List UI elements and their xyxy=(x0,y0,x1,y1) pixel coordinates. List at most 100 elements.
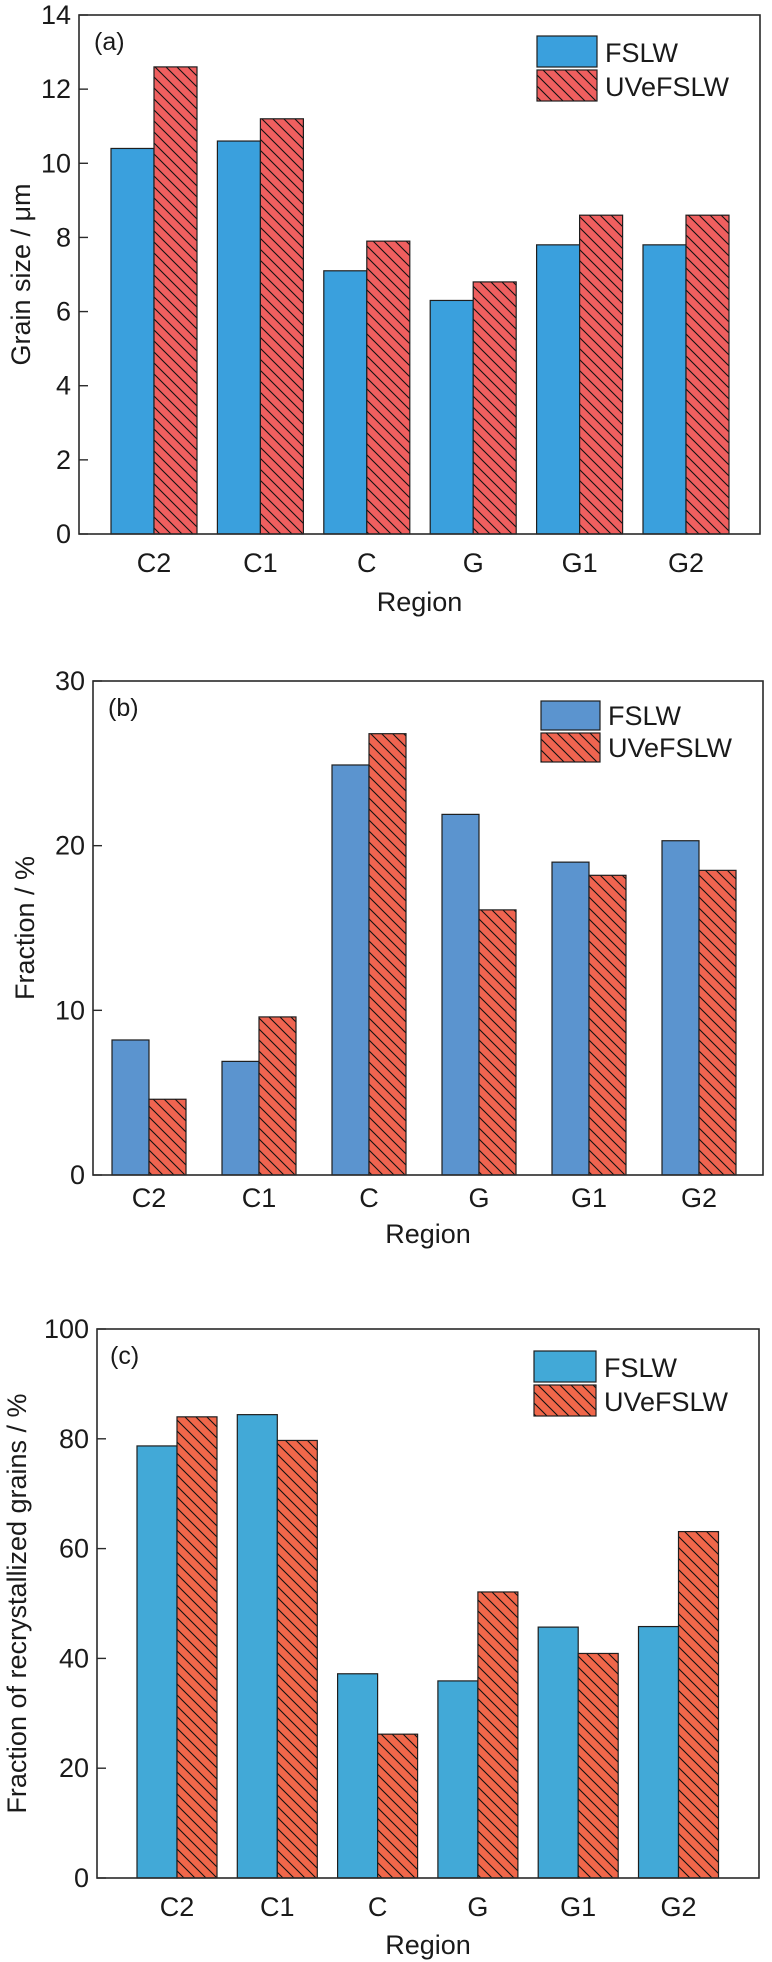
legend-label-uvefslw: UVeFSLW xyxy=(608,733,733,763)
legend-label-uvefslw: UVeFSLW xyxy=(605,72,730,102)
y-tick-label: 8 xyxy=(56,222,71,252)
x-tick-label: C xyxy=(357,548,377,578)
bar-fslw-c2 xyxy=(136,1445,178,1879)
y-tick-label: 10 xyxy=(55,995,85,1025)
x-tick-label: C2 xyxy=(137,548,172,578)
bar-fslw-c1 xyxy=(221,1060,260,1176)
x-tick-label: G2 xyxy=(660,1892,696,1922)
bar-uvefslw-g1 xyxy=(577,1652,619,1879)
bar-uvefslw-g2 xyxy=(685,214,730,535)
y-tick-label: 0 xyxy=(74,1863,89,1893)
bar-fslw-g2 xyxy=(661,840,700,1176)
y-tick-label: 4 xyxy=(56,371,71,401)
x-tick-label: C1 xyxy=(243,548,278,578)
bar-uvefslw-c2 xyxy=(153,66,198,535)
x-axis-title: Region xyxy=(385,1930,471,1960)
legend-swatch-uvefslw xyxy=(533,1384,597,1417)
bar-fslw-g xyxy=(441,813,480,1176)
bar-uvefslw-c2 xyxy=(148,1098,187,1176)
y-tick-label: 10 xyxy=(41,148,71,178)
y-tick-label: 30 xyxy=(55,666,85,696)
y-tick-label: 0 xyxy=(56,519,71,549)
x-tick-label: G1 xyxy=(562,548,598,578)
y-tick-label: 80 xyxy=(59,1424,89,1454)
x-tick-label: G1 xyxy=(571,1183,607,1213)
bar-uvefslw-g1 xyxy=(588,874,627,1176)
bar-fslw-g2 xyxy=(637,1625,680,1879)
x-axis-title: Region xyxy=(385,1219,471,1249)
bar-fslw-c1 xyxy=(236,1414,278,1879)
legend: FSLW UVeFSLW xyxy=(536,35,730,102)
legend-swatch-uvefslw xyxy=(536,69,598,102)
legend-label-fslw: FSLW xyxy=(604,1353,678,1383)
plot-frame xyxy=(92,680,764,1176)
bar-fslw-g xyxy=(437,1680,479,1879)
x-tick-label: C xyxy=(359,1183,379,1213)
y-tick-label: 40 xyxy=(59,1643,89,1673)
x-tick-label: C xyxy=(368,1892,388,1922)
x-tick-label: C1 xyxy=(242,1183,277,1213)
y-tick-label: 100 xyxy=(44,1314,89,1344)
bar-fslw-c1 xyxy=(216,140,261,535)
y-tick-label: 14 xyxy=(41,0,71,30)
y-axis-title: Fraction of recrystallized grains / % xyxy=(2,1393,32,1813)
y-tick-label: 20 xyxy=(59,1753,89,1783)
panel-label: (b) xyxy=(108,694,139,722)
bar-uvefslw-g2 xyxy=(698,869,737,1176)
plot-frame xyxy=(78,14,761,535)
legend-label-fslw: FSLW xyxy=(608,701,682,731)
bar-fslw-c xyxy=(323,270,368,535)
panel-b-chart: C2 C1 C G G1 G2 0 10 20 30 Region Fraction / % (b) FS… xyxy=(10,666,764,1249)
bar-uvefslw-c2 xyxy=(176,1416,218,1879)
bar-fslw-g1 xyxy=(551,861,590,1176)
legend-label-uvefslw: UVeFSLW xyxy=(604,1387,729,1417)
y-tick-label: 2 xyxy=(56,445,71,475)
x-tick-label: G xyxy=(463,548,484,578)
x-tick-label: G1 xyxy=(560,1892,596,1922)
y-tick-label: 60 xyxy=(59,1534,89,1564)
bar-uvefslw-c1 xyxy=(258,1016,297,1176)
y-tick-label: 6 xyxy=(56,297,71,327)
plot-frame xyxy=(96,1328,760,1879)
x-tick-label: G2 xyxy=(668,548,704,578)
legend-swatch-fslw xyxy=(533,1350,597,1383)
legend-swatch-fslw xyxy=(536,35,598,68)
x-tick-label: C1 xyxy=(260,1892,295,1922)
x-tick-label: G2 xyxy=(681,1183,717,1213)
bar-uvefslw-g1 xyxy=(578,214,624,535)
x-tick-label: G xyxy=(468,1183,489,1213)
bar-uvefslw-g xyxy=(477,1591,519,1879)
y-tick-label: 12 xyxy=(41,74,71,104)
bar-fslw-g1 xyxy=(537,1626,579,1879)
legend-swatch-fslw xyxy=(540,700,601,731)
y-axis-title: Grain size / μm xyxy=(6,183,36,365)
bar-uvefslw-c1 xyxy=(276,1439,318,1879)
panel-label: (a) xyxy=(94,28,125,56)
x-tick-label: C2 xyxy=(160,1892,195,1922)
x-axis-title: Region xyxy=(377,587,463,617)
bar-uvefslw-g2 xyxy=(677,1530,720,1879)
panel-a-chart: C2 C1 C G G1 G2 0 2 4 6 8 10 12 14 Region Grain size / … xyxy=(6,0,761,617)
bar-uvefslw-c xyxy=(377,1733,419,1879)
bar-fslw-c xyxy=(337,1673,379,1879)
y-tick-label: 20 xyxy=(55,831,85,861)
y-axis-title: Fraction / % xyxy=(10,856,40,1000)
legend: FSLW UVeFSLW xyxy=(533,1350,729,1417)
bar-fslw-g xyxy=(429,299,474,535)
bar-uvefslw-g xyxy=(478,909,517,1176)
x-tick-label: C2 xyxy=(132,1183,167,1213)
bar-uvefslw-c xyxy=(366,240,411,535)
bar-fslw-c xyxy=(331,764,370,1176)
bar-fslw-c2 xyxy=(111,1039,150,1176)
x-tick-label: G xyxy=(467,1892,488,1922)
legend-swatch-uvefslw xyxy=(540,732,601,763)
bar-fslw-g1 xyxy=(535,244,581,535)
bar-uvefslw-c1 xyxy=(259,118,304,535)
panel-label: (c) xyxy=(110,1342,139,1370)
legend-label-fslw: FSLW xyxy=(605,38,679,68)
bar-fslw-c2 xyxy=(110,147,155,535)
y-tick-label: 0 xyxy=(70,1160,85,1190)
bar-uvefslw-g xyxy=(472,281,517,535)
